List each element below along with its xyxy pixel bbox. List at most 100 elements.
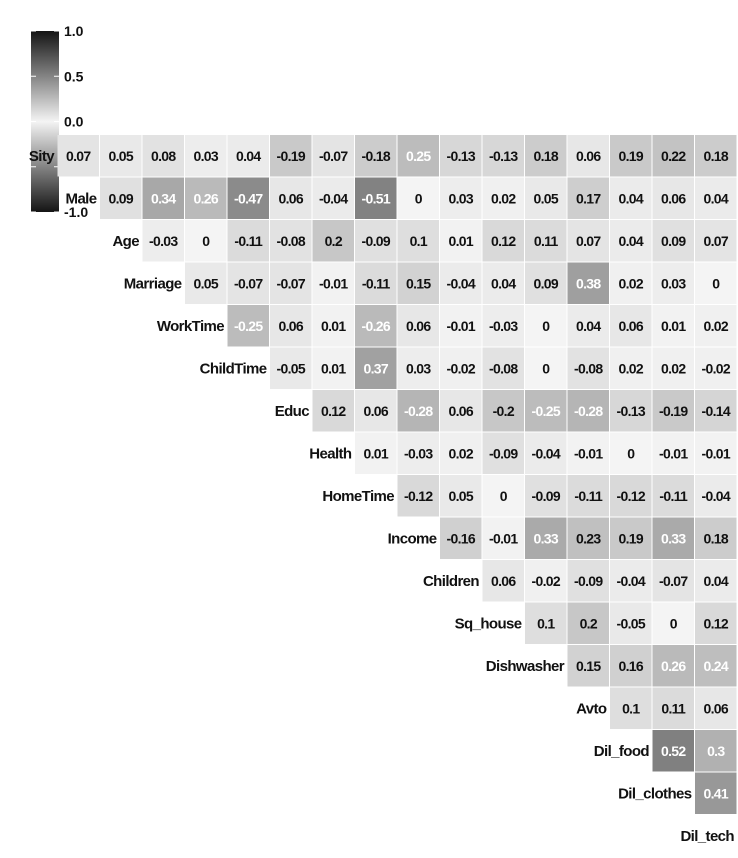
heatmap-cell [610, 602, 652, 644]
cell-value: -0.09 [574, 573, 603, 589]
heatmap-cell [567, 347, 609, 389]
cell-value: 0 [542, 318, 550, 334]
cell-value: 0.18 [704, 530, 729, 546]
heatmap-cell [482, 475, 524, 517]
heatmap-cell [695, 262, 737, 304]
heatmap-cell [525, 305, 567, 347]
heatmap-cell [652, 687, 694, 729]
heatmap-cell [610, 305, 652, 347]
cell-value: -0.13 [617, 403, 646, 419]
cell-value: -0.05 [617, 615, 646, 631]
cell-value: 0.15 [406, 275, 431, 291]
cell-value: 0 [415, 190, 423, 206]
cell-value: 0.04 [576, 318, 601, 334]
cell-value: 0.11 [534, 233, 559, 249]
cell-value: 0.23 [576, 530, 601, 546]
heatmap-cell [312, 135, 354, 177]
heatmap-cell [695, 730, 737, 772]
variable-label: Male [66, 190, 97, 207]
cell-value: 0.12 [321, 403, 346, 419]
heatmap-cell [482, 220, 524, 262]
cell-value: 0.26 [194, 190, 219, 206]
cell-value: 0.01 [321, 360, 346, 376]
heatmap-cell [695, 305, 737, 347]
cell-value: 0.2 [580, 615, 598, 631]
cell-value: -0.07 [277, 275, 306, 291]
legend-tick-label: 0.0 [64, 114, 84, 130]
heatmap-cell [440, 517, 482, 559]
heatmap-cell [100, 135, 142, 177]
heatmap-cell [312, 305, 354, 347]
heatmap-cell [695, 602, 737, 644]
variable-label: ChildTime [200, 360, 267, 377]
cell-value: 0.15 [576, 658, 601, 674]
heatmap-cell [567, 390, 609, 432]
cell-value: 0.06 [449, 403, 474, 419]
cell-value: -0.09 [362, 233, 391, 249]
variable-label: Sq_house [455, 615, 522, 632]
heatmap-cell [57, 135, 99, 177]
cell-value: -0.11 [574, 488, 603, 504]
cell-value: -0.13 [489, 148, 518, 164]
heatmap-cell [652, 475, 694, 517]
cell-value: 0.06 [364, 403, 389, 419]
heatmap-cell [610, 645, 652, 687]
heatmap-cell [567, 177, 609, 219]
heatmap-cell [652, 262, 694, 304]
variable-label: Marriage [124, 275, 182, 292]
heatmap-cell [482, 177, 524, 219]
cell-value: 0 [542, 360, 550, 376]
heatmap-cell [355, 305, 397, 347]
heatmap-cell [312, 390, 354, 432]
cell-value: 0.04 [704, 573, 729, 589]
cell-value: -0.08 [489, 360, 518, 376]
heatmap-cell [482, 262, 524, 304]
cell-value: 0.17 [576, 190, 601, 206]
variable-label: Children [423, 573, 479, 590]
heatmap-cell [355, 220, 397, 262]
cell-value: -0.16 [447, 530, 476, 546]
heatmap-cell [440, 262, 482, 304]
cell-value: -0.04 [532, 445, 561, 461]
heatmap-cell [482, 347, 524, 389]
cell-value: 0.03 [406, 360, 431, 376]
cell-value: -0.03 [149, 233, 178, 249]
cell-value: 0.03 [194, 148, 219, 164]
heatmap-cell [610, 262, 652, 304]
legend-tick-label: -1.0 [64, 204, 88, 220]
cell-value: -0.08 [574, 360, 603, 376]
heatmap-cell [482, 560, 524, 602]
heatmap-cell [695, 645, 737, 687]
cell-value: -0.04 [319, 190, 348, 206]
cell-value: -0.01 [447, 318, 476, 334]
cell-value: -0.07 [234, 275, 263, 291]
cell-value: -0.28 [574, 403, 603, 419]
cell-value: 0.05 [109, 148, 134, 164]
cell-value: 0 [712, 275, 720, 291]
cell-value: -0.11 [659, 488, 688, 504]
cell-value: 0.25 [406, 148, 431, 164]
cell-value: -0.12 [617, 488, 646, 504]
variable-label: WorkTime [157, 318, 224, 335]
variable-label: Educ [275, 403, 310, 420]
heatmap-cell [355, 135, 397, 177]
cell-value: 0.37 [364, 360, 389, 376]
cell-value: 0.26 [661, 658, 686, 674]
cell-value: 0.01 [449, 233, 474, 249]
heatmap-cell [525, 432, 567, 474]
cell-value: 0.06 [279, 190, 304, 206]
heatmap-cell [525, 347, 567, 389]
cell-value: 0.18 [704, 148, 729, 164]
cell-value: 0 [500, 488, 508, 504]
cell-value: 0.02 [619, 360, 644, 376]
heatmap-cell [397, 220, 439, 262]
cell-value: -0.03 [489, 318, 518, 334]
heatmap-cell [610, 390, 652, 432]
cell-value: 0.06 [576, 148, 601, 164]
cell-value: -0.01 [489, 530, 518, 546]
cell-value: 0.01 [661, 318, 686, 334]
heatmap-cell [610, 560, 652, 602]
cell-value: -0.19 [659, 403, 688, 419]
cell-value: 0.04 [236, 148, 261, 164]
cell-value: 0.06 [491, 573, 516, 589]
